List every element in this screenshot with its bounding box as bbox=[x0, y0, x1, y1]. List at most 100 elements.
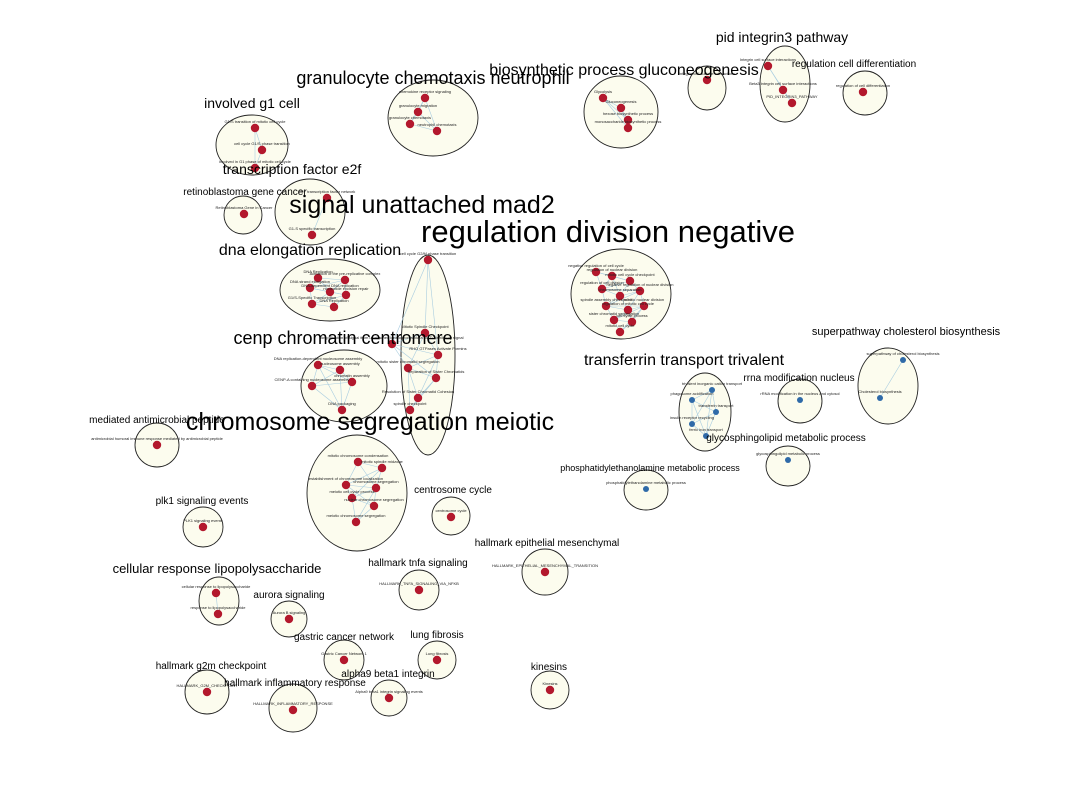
edge-chromosome-segregation bbox=[355, 487, 377, 523]
cluster-label-kinesins: kinesins bbox=[531, 662, 567, 673]
node-granulocyte-3[interactable] bbox=[432, 126, 442, 136]
node-dna-elongation-1[interactable] bbox=[340, 275, 350, 285]
node-regulation-division-7[interactable] bbox=[623, 305, 633, 315]
node-label-dna-elongation-6: DNA Replication bbox=[319, 298, 348, 303]
node-regulation-division-9[interactable] bbox=[609, 315, 619, 325]
node-chromosome-segregation-4[interactable] bbox=[347, 493, 357, 503]
node-regulation-division-10[interactable] bbox=[627, 317, 637, 327]
node-biosynthetic-1[interactable] bbox=[616, 103, 626, 113]
node-regulation-division-5[interactable] bbox=[635, 286, 645, 296]
node-regulation-division-3[interactable] bbox=[597, 284, 607, 294]
node-chromosome-segregation-1[interactable] bbox=[377, 463, 387, 473]
node-hallmark-g2m-0[interactable] bbox=[202, 687, 212, 697]
node-label-dna-elongation-0: DNA Replication bbox=[303, 269, 332, 274]
node-kinesins-0[interactable] bbox=[545, 685, 555, 695]
node-phosphatidylethanolamine-0[interactable] bbox=[643, 486, 649, 492]
node-aurora-0[interactable] bbox=[284, 614, 294, 624]
node-regulation-division-6[interactable] bbox=[601, 301, 611, 311]
node-integrin-cell-surface-0[interactable] bbox=[702, 75, 712, 85]
edge-signal-mad2 bbox=[391, 343, 439, 356]
node-transcription-e2f-0[interactable] bbox=[322, 193, 332, 203]
node-dna-elongation-5[interactable] bbox=[307, 299, 317, 309]
node-superpathway-cholesterol-1[interactable] bbox=[877, 395, 883, 401]
node-pid-integrin3-2[interactable] bbox=[787, 98, 797, 108]
node-cenp-chromatin-4[interactable] bbox=[337, 405, 347, 415]
node-signal-mad2-2[interactable] bbox=[387, 339, 397, 349]
node-biosynthetic-0[interactable] bbox=[598, 93, 608, 103]
node-involved-g1-2[interactable] bbox=[250, 163, 260, 173]
edge-cenp-chromatin bbox=[339, 369, 343, 411]
node-pid-integrin3-0[interactable] bbox=[763, 61, 773, 71]
node-regulation-division-4[interactable] bbox=[615, 291, 625, 301]
node-regulation-division-8[interactable] bbox=[639, 301, 649, 311]
node-transferrin-2[interactable] bbox=[713, 409, 719, 415]
node-signal-mad2-7[interactable] bbox=[405, 405, 415, 415]
node-alpha9-beta1-0[interactable] bbox=[384, 693, 394, 703]
edge-signal-mad2 bbox=[391, 343, 437, 379]
node-cenp-chromatin-0[interactable] bbox=[313, 360, 323, 370]
node-chromosome-segregation-6[interactable] bbox=[351, 517, 361, 527]
node-label-biosynthetic-3: monosaccharide biosynthetic process bbox=[595, 119, 662, 124]
edge-cenp-chromatin bbox=[341, 381, 353, 411]
node-hallmark-inflammatory-0[interactable] bbox=[288, 705, 298, 715]
node-regulation-division-2[interactable] bbox=[625, 276, 635, 286]
node-label-phosphatidylethanolamine-0: phosphatidylethanolamine metabolic proce… bbox=[606, 480, 686, 485]
node-retinoblastoma-0[interactable] bbox=[239, 209, 249, 219]
node-cenp-chromatin-2[interactable] bbox=[347, 377, 357, 387]
node-label-signal-mad2-4: mitotic sister chromatid segregation bbox=[377, 359, 440, 364]
node-regulation-division-0[interactable] bbox=[591, 267, 601, 277]
node-involved-g1-1[interactable] bbox=[257, 145, 267, 155]
node-signal-mad2-0[interactable] bbox=[423, 255, 433, 265]
node-signal-mad2-1[interactable] bbox=[420, 328, 430, 338]
node-hallmark-tnfa-0[interactable] bbox=[414, 585, 424, 595]
node-dna-elongation-6[interactable] bbox=[329, 302, 339, 312]
node-glycosphingolipid-0[interactable] bbox=[785, 457, 791, 463]
node-dna-elongation-0[interactable] bbox=[313, 273, 323, 283]
node-signal-mad2-6[interactable] bbox=[413, 393, 423, 403]
node-transferrin-3[interactable] bbox=[689, 421, 695, 427]
node-label-cellular-lps-0: cellular response to lipopolysaccharide bbox=[182, 584, 251, 589]
node-chromosome-segregation-5[interactable] bbox=[369, 501, 379, 511]
node-biosynthetic-3[interactable] bbox=[623, 123, 633, 133]
node-transferrin-4[interactable] bbox=[703, 433, 709, 439]
node-chromosome-segregation-0[interactable] bbox=[353, 457, 363, 467]
node-pid-integrin3-1[interactable] bbox=[778, 85, 788, 95]
node-transcription-e2f-1[interactable] bbox=[307, 230, 317, 240]
node-cellular-lps-1[interactable] bbox=[213, 609, 223, 619]
node-dna-elongation-2[interactable] bbox=[305, 283, 315, 293]
node-cenp-chromatin-3[interactable] bbox=[307, 381, 317, 391]
node-transferrin-0[interactable] bbox=[709, 387, 715, 393]
node-centrosome-cycle-0[interactable] bbox=[446, 512, 456, 522]
cluster-ellipse-granulocyte bbox=[387, 79, 479, 157]
node-chromosome-segregation-3[interactable] bbox=[371, 483, 381, 493]
node-cellular-lps-0[interactable] bbox=[211, 588, 221, 598]
node-involved-g1-0[interactable] bbox=[250, 123, 260, 133]
node-label-granulocyte-3: neutrophil chemotaxis bbox=[418, 122, 457, 127]
node-granulocyte-0[interactable] bbox=[420, 93, 430, 103]
node-regulation-cell-diff-0[interactable] bbox=[858, 87, 868, 97]
node-label-cenp-chromatin-0: DNA replication-dependent nucleosome ass… bbox=[274, 356, 363, 361]
cluster-label-gastric-cancer: gastric cancer network bbox=[294, 632, 395, 643]
node-mediated-antimicrobial-0[interactable] bbox=[152, 440, 162, 450]
node-signal-mad2-3[interactable] bbox=[433, 350, 443, 360]
node-rrna-modification-0[interactable] bbox=[797, 397, 803, 403]
node-label-transferrin-4: ferric iron transport bbox=[689, 427, 723, 432]
node-regulation-division-1[interactable] bbox=[607, 271, 617, 281]
node-label-dna-elongation-2: DNA strand elongation bbox=[290, 279, 330, 284]
node-transferrin-1[interactable] bbox=[689, 397, 695, 403]
node-chromosome-segregation-2[interactable] bbox=[341, 480, 351, 490]
node-granulocyte-2[interactable] bbox=[405, 119, 415, 129]
node-cenp-chromatin-1[interactable] bbox=[335, 365, 345, 375]
node-lung-fibrosis-0[interactable] bbox=[432, 655, 442, 665]
node-signal-mad2-4[interactable] bbox=[403, 363, 413, 373]
node-gastric-cancer-0[interactable] bbox=[339, 655, 349, 665]
node-superpathway-cholesterol-0[interactable] bbox=[900, 357, 906, 363]
node-biosynthetic-2[interactable] bbox=[623, 115, 633, 125]
node-granulocyte-1[interactable] bbox=[413, 107, 423, 117]
node-plk1-0[interactable] bbox=[198, 522, 208, 532]
node-signal-mad2-5[interactable] bbox=[431, 373, 441, 383]
node-dna-elongation-3[interactable] bbox=[325, 287, 335, 297]
node-dna-elongation-4[interactable] bbox=[341, 290, 351, 300]
node-hallmark-emt-0[interactable] bbox=[540, 567, 550, 577]
node-regulation-division-11[interactable] bbox=[615, 327, 625, 337]
